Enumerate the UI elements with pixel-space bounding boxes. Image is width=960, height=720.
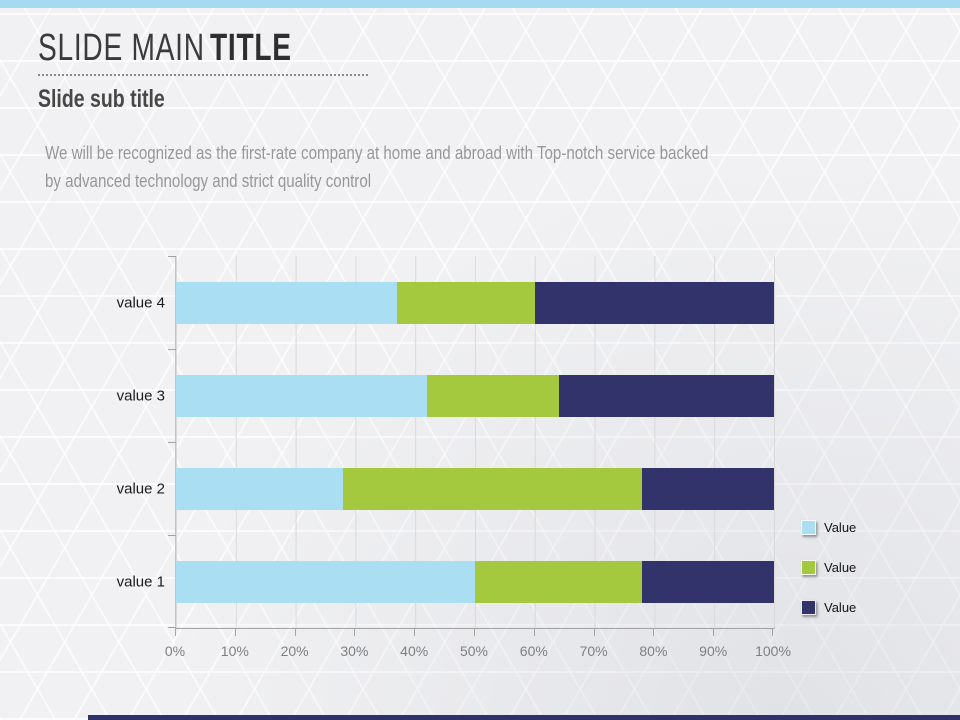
bar-segment[interactable] [343, 467, 643, 510]
bar-row: value 4 [117, 256, 774, 349]
stacked-bar[interactable] [176, 374, 774, 417]
body-line: by advanced technology and strict qualit… [45, 170, 372, 191]
page-subtitle[interactable]: Slide sub title [38, 85, 165, 113]
bar-segment[interactable] [176, 281, 398, 324]
legend-label: Value [824, 560, 857, 575]
x-axis-tick [234, 629, 236, 636]
y-axis-tick [168, 627, 176, 628]
stacked-bar[interactable] [176, 467, 774, 510]
x-axis-tick [653, 629, 655, 636]
bar-segment[interactable] [642, 560, 774, 603]
page-title[interactable]: SLIDE MAIN TITLE [38, 27, 292, 70]
page-title-regular: SLIDE MAIN [38, 27, 205, 69]
chart-legend: Value Value Value [801, 520, 856, 640]
x-axis-label: 90% [699, 643, 728, 659]
stacked-bar[interactable] [176, 560, 774, 603]
bar-row: value 2 [117, 442, 774, 535]
bar-segment[interactable] [176, 467, 344, 510]
bar-segment[interactable] [558, 374, 774, 417]
category-label: value 2 [116, 480, 165, 497]
x-axis-label: 80% [639, 643, 668, 659]
x-axis-tick [354, 629, 356, 636]
dotted-divider [38, 74, 368, 76]
stacked-bar[interactable] [176, 281, 774, 324]
bar-segment[interactable] [176, 374, 428, 417]
x-axis-label: 40% [400, 643, 429, 659]
top-accent-bar [0, 0, 960, 8]
x-axis-tick [772, 629, 773, 636]
bar-row: value 3 [117, 349, 774, 442]
legend-swatch-icon [801, 560, 816, 575]
x-axis-label: 70% [579, 643, 608, 659]
body-paragraph[interactable]: We will be recognized as the first-rate … [45, 140, 708, 195]
x-axis-tick [414, 629, 416, 636]
bottom-accent-bar [88, 715, 960, 720]
category-label: value 1 [116, 573, 165, 590]
y-axis-tick [168, 256, 176, 257]
category-label: value 4 [116, 294, 165, 311]
x-axis-label: 60% [519, 643, 548, 659]
plot-area: value 4 value 3 value 2 value 1 [117, 256, 775, 629]
bar-segment[interactable] [427, 374, 559, 417]
x-axis-tick [593, 629, 595, 636]
bar-segment[interactable] [397, 281, 535, 324]
legend-item[interactable]: Value [801, 520, 856, 535]
x-axis-tick [533, 629, 535, 636]
bar-segment[interactable] [534, 281, 774, 324]
legend-swatch-icon [801, 600, 816, 615]
x-axis-label: 50% [459, 643, 489, 659]
x-axis-tick [474, 629, 475, 636]
x-axis-label: 0% [164, 643, 186, 659]
legend-label: Value [824, 520, 857, 535]
body-line: We will be recognized as the first-rate … [45, 143, 709, 163]
x-axis-tick [175, 629, 176, 636]
bar-segment[interactable] [176, 560, 475, 603]
bar-segment[interactable] [475, 560, 643, 603]
page-title-bold: TITLE [209, 27, 292, 69]
legend-swatch-icon [801, 520, 816, 535]
x-axis: 0% 10% 20% 30% 40% 50% 60% 70% 80% 90% 100% [165, 629, 791, 667]
y-axis-tick [168, 535, 176, 536]
legend-item[interactable]: Value [801, 600, 856, 615]
x-axis-label: 10% [220, 643, 249, 659]
y-axis-tick [168, 349, 176, 350]
bar-segment[interactable] [642, 467, 774, 510]
x-axis-label: 100% [755, 643, 791, 659]
y-axis-tick [168, 442, 176, 443]
x-axis-label: 30% [340, 643, 369, 659]
x-axis-tick [294, 629, 296, 636]
category-label: value 3 [116, 387, 165, 404]
legend-item[interactable]: Value [801, 560, 856, 575]
legend-label: Value [824, 600, 857, 615]
x-axis-tick [713, 629, 715, 636]
x-axis-label: 20% [280, 643, 309, 659]
bar-row: value 1 [117, 535, 774, 628]
